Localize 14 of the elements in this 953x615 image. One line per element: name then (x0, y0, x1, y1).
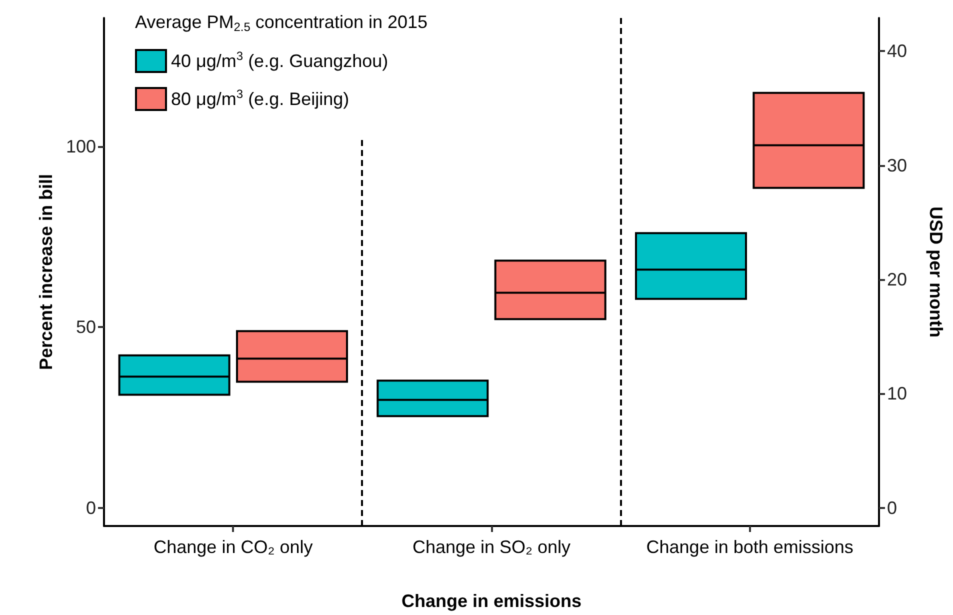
x-tick-label: Change in both emissions (646, 537, 854, 557)
x-tick-label: Change in CO₂ only (154, 537, 313, 557)
y2-tick-label: 40 (887, 41, 908, 62)
y-tick-label: 100 (66, 136, 96, 156)
y2-tick-label: 10 (887, 384, 908, 404)
y2-tick-label: 0 (887, 498, 898, 518)
x-tick-label: Change in SO₂ only (412, 537, 571, 557)
y-tick-label: 0 (86, 498, 96, 518)
y2-tick-label: 20 (887, 270, 908, 290)
y2-tick-label: 30 (887, 155, 908, 176)
y-axis-title: Percent increase in bill (36, 174, 56, 370)
y-tick-label: 50 (76, 317, 96, 338)
y2-axis-title: USD per month (926, 206, 946, 338)
x-axis-title: Change in emissions (401, 591, 582, 611)
